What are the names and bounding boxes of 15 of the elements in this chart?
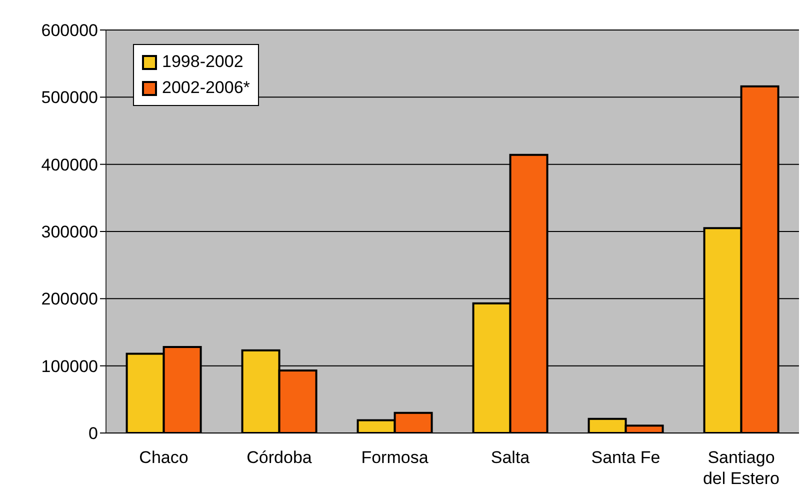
legend-label: 1998-2002: [162, 51, 244, 73]
x-tick-label: Chaco: [139, 448, 188, 467]
x-tick-label: Santiago del Estero: [702, 448, 780, 488]
x-tick-label: Salta: [490, 448, 530, 467]
y-tick-label: 500000: [41, 88, 98, 108]
y-tick-label: 400000: [41, 155, 98, 174]
y-tick-label: 200000: [41, 290, 98, 309]
x-tick-label: Santa Fe: [591, 448, 660, 467]
legend-label: 2002-2006*: [162, 77, 250, 99]
y-tick-label: 300000: [41, 222, 98, 242]
x-tick-label: Formosa: [361, 448, 429, 467]
y-tick-label: 100000: [41, 356, 98, 376]
x-tick-label: Córdoba: [246, 448, 312, 467]
y-tick-label: 0: [88, 424, 98, 444]
y-tick-label: 600000: [41, 21, 98, 40]
